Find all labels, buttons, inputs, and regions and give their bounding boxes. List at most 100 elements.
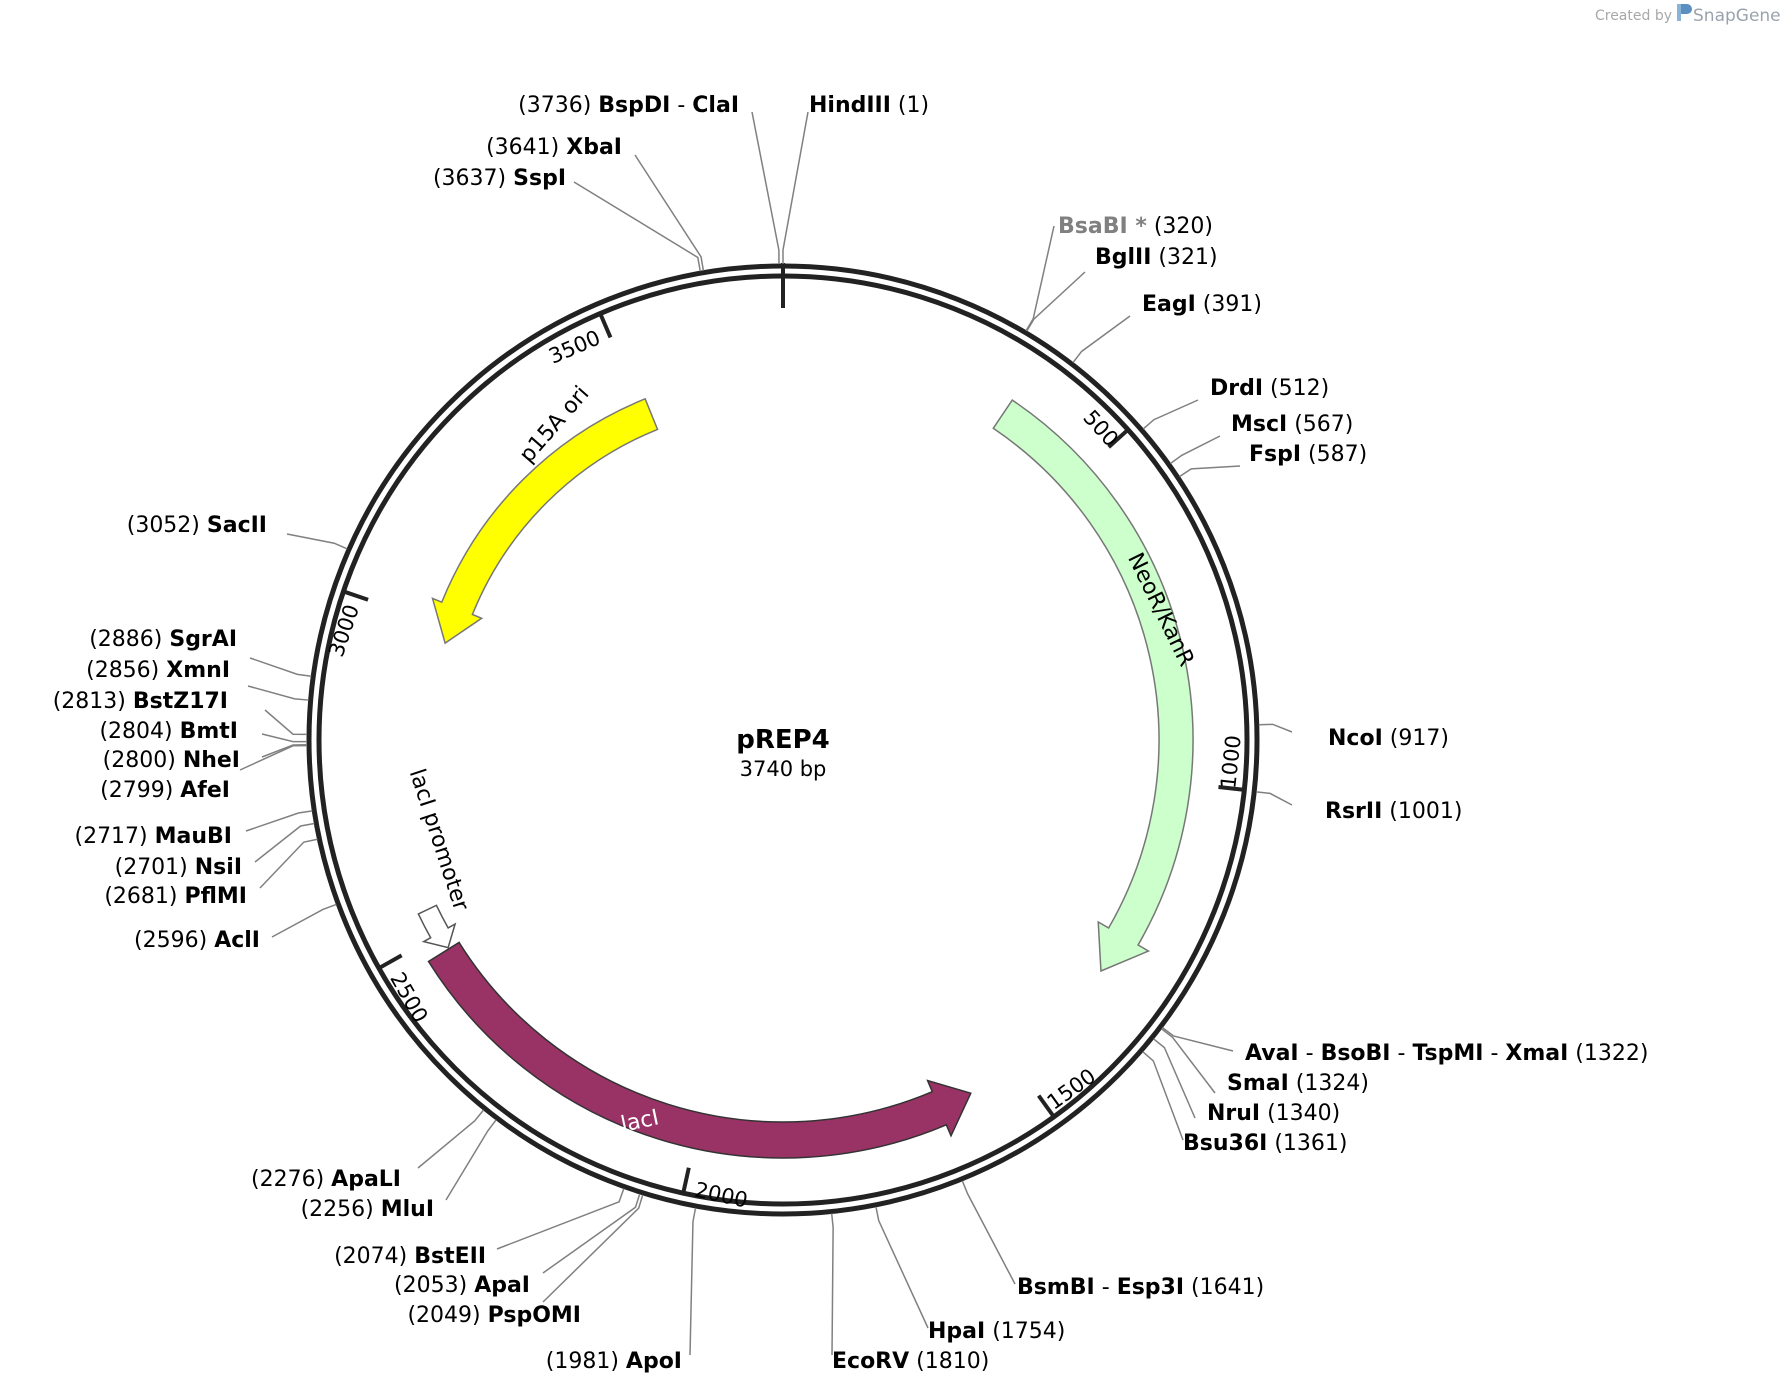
site-apai[interactable]: (2053) ApaI xyxy=(394,1193,641,1298)
site-leader-line xyxy=(496,1188,625,1250)
site-leader-line xyxy=(271,903,337,938)
enzyme-name: Esp3I xyxy=(1117,1275,1184,1300)
site-label: (2799) AfeI xyxy=(100,778,230,803)
site-xmni[interactable]: (2856) XmnI xyxy=(86,658,309,701)
enzyme-name: NsiI xyxy=(195,855,242,880)
site-bglii[interactable]: BglII (321) xyxy=(1026,245,1218,332)
enzyme-name: RsrII xyxy=(1325,799,1382,824)
site-position: (512) xyxy=(1263,376,1329,401)
site-ncoi[interactable]: NcoI (917) xyxy=(1258,723,1449,751)
site-leader-line xyxy=(261,744,308,758)
site-position: (1361) xyxy=(1267,1131,1347,1156)
ruler-label: 2500 xyxy=(385,968,432,1026)
site-smai[interactable]: SmaI (1324) xyxy=(1160,1028,1369,1096)
site-leader-line xyxy=(261,733,308,743)
site-leader-line xyxy=(1169,435,1221,465)
site-avai-bsobi-tspmi-xmai[interactable]: AvaI - BsoBI - TspMI - XmaI (1322) xyxy=(1161,1026,1648,1066)
enzyme-name: TspMI xyxy=(1412,1041,1483,1066)
site-position: (2799) xyxy=(100,778,180,803)
site-msci[interactable]: MscI (567) xyxy=(1169,412,1353,465)
site-mlui[interactable]: (2256) MluI xyxy=(301,1119,497,1222)
site-position: (2256) xyxy=(301,1197,381,1222)
site-leader-line xyxy=(245,810,313,832)
site-position: (2681) xyxy=(104,884,184,909)
site-apali[interactable]: (2276) ApaLI xyxy=(251,1109,485,1192)
site-apoi[interactable]: (1981) ApoI xyxy=(546,1207,697,1374)
snapgene-logo-icon xyxy=(1677,4,1692,21)
feature-p15a-ori[interactable] xyxy=(431,397,659,645)
site-position: (1322) xyxy=(1568,1041,1648,1066)
site-position: (2717) xyxy=(74,824,154,849)
site-sacii[interactable]: (3052) SacII xyxy=(127,513,348,550)
site-nhei[interactable]: (2800) NheI xyxy=(103,744,308,773)
site-bmti[interactable]: (2804) BmtI xyxy=(99,719,308,744)
enzyme-name: MscI xyxy=(1231,412,1287,437)
ruler-tick xyxy=(599,314,613,339)
site-fspi[interactable]: FspI (587) xyxy=(1179,442,1368,478)
site-acli[interactable]: (2596) AclI xyxy=(134,903,337,953)
site-pflmi[interactable]: (2681) PflMI xyxy=(104,838,318,909)
site-bsabi[interactable]: BsaBI * (320) xyxy=(1025,214,1213,332)
site-sgrai[interactable]: (2886) SgrAI xyxy=(89,627,312,677)
site-label: (2886) SgrAI xyxy=(89,627,237,652)
site-hpai[interactable]: HpaI (1754) xyxy=(875,1206,1065,1344)
enzyme-name: PflMI xyxy=(184,884,247,909)
site-pspomi[interactable]: (2049) PspOMI xyxy=(407,1194,644,1328)
site-position: (2074) xyxy=(334,1244,414,1269)
site-label: EcoRV (1810) xyxy=(832,1349,989,1374)
site-leader-line xyxy=(1179,465,1241,478)
site-eagi[interactable]: EagI (391) xyxy=(1072,292,1262,364)
snapgene-brand: SnapGene xyxy=(1693,6,1781,26)
site-separator: - xyxy=(1299,1041,1321,1066)
site-label: HindIII (1) xyxy=(809,93,929,118)
site-leader-line xyxy=(689,1207,697,1356)
site-bsteii[interactable]: (2074) BstEII xyxy=(334,1188,625,1269)
site-leader-line xyxy=(239,744,308,771)
enzyme-name: XmaI xyxy=(1505,1041,1568,1066)
created-by-text: Created by xyxy=(1595,8,1672,24)
site-maubi[interactable]: (2717) MauBI xyxy=(74,810,313,849)
site-rsrii[interactable]: RsrII (1001) xyxy=(1256,791,1462,824)
site-separator: - xyxy=(670,93,692,118)
site-position: (3641) xyxy=(486,135,566,160)
site-drdi[interactable]: DrdI (512) xyxy=(1142,376,1329,430)
site-position: (2276) xyxy=(251,1167,331,1192)
site-position: (2800) xyxy=(103,748,183,773)
site-bsmbi-esp3i[interactable]: BsmBI - Esp3I (1641) xyxy=(961,1180,1264,1300)
site-leader-line xyxy=(634,154,705,271)
snapgene-credit: Created by SnapGene xyxy=(1595,4,1781,26)
site-nrui[interactable]: NruI (1340) xyxy=(1153,1038,1341,1126)
site-leader-line xyxy=(286,533,348,550)
site-sspi[interactable]: (3637) SspI xyxy=(433,166,701,272)
enzyme-name: ClaI xyxy=(692,93,739,118)
feature-neor-kanr[interactable] xyxy=(992,399,1194,973)
site-position: (587) xyxy=(1301,442,1367,467)
site-leader-line xyxy=(830,1213,834,1356)
enzyme-name: NheI xyxy=(183,748,240,773)
site-leader-line xyxy=(445,1119,497,1201)
site-position: (2804) xyxy=(99,719,179,744)
enzyme-name: SgrAI xyxy=(169,627,237,652)
site-leader-line xyxy=(1160,1028,1216,1094)
enzyme-name: NruI xyxy=(1207,1101,1260,1126)
site-hindiii[interactable]: HindIII (1) xyxy=(782,93,929,264)
site-xbai[interactable]: (3641) XbaI xyxy=(486,135,705,271)
enzyme-name: PspOMI xyxy=(488,1303,581,1328)
enzyme-name: BmtI xyxy=(180,719,238,744)
site-bsu36i[interactable]: Bsu36I (1361) xyxy=(1142,1051,1348,1156)
site-bstz17i[interactable]: (2813) BstZ17I xyxy=(53,689,308,736)
site-nsii[interactable]: (2701) NsiI xyxy=(115,822,315,880)
site-label: Bsu36I (1361) xyxy=(1183,1131,1347,1156)
site-leader-line xyxy=(1258,723,1293,733)
site-afei[interactable]: (2799) AfeI xyxy=(100,744,308,803)
enzyme-name: XbaI xyxy=(566,135,622,160)
site-bspdi-clai[interactable]: (3736) BspDI - ClaI xyxy=(518,93,780,265)
site-label: NcoI (917) xyxy=(1328,726,1449,751)
plasmid-length: 3740 bp xyxy=(740,757,827,781)
feature-laci-promoter[interactable] xyxy=(417,904,457,949)
site-ecorv[interactable]: EcoRV (1810) xyxy=(830,1213,990,1374)
enzyme-name: BsaBI * xyxy=(1058,214,1147,239)
site-position: (1641) xyxy=(1184,1275,1264,1300)
feature-laci[interactable] xyxy=(427,941,972,1159)
